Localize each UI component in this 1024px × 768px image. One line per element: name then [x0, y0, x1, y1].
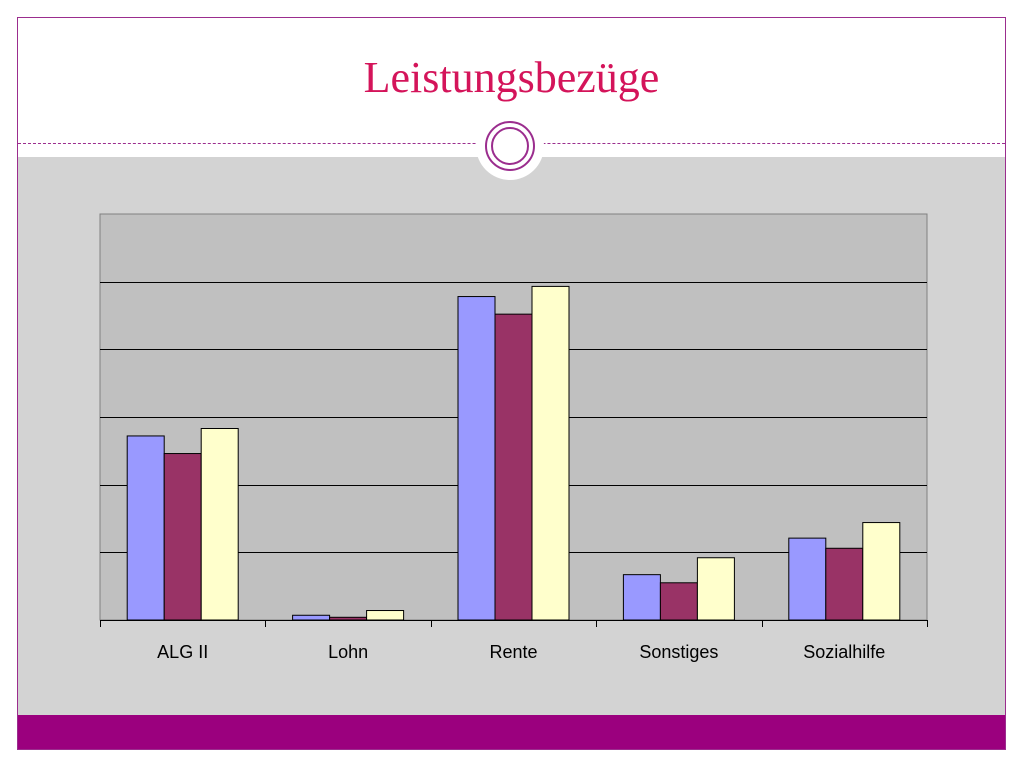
- bar-s1-alg-ii: [163, 453, 202, 621]
- circle-ornament-icon: [485, 121, 535, 171]
- bar-chart: ALG II Lohn Rente Sonstiges Sozialhilfe: [99, 213, 928, 662]
- x-tick-label-sozialhilfe: Sozialhilfe: [803, 642, 885, 662]
- x-tick-label-rente: Rente: [489, 642, 537, 662]
- bar-s1-rente: [494, 313, 533, 621]
- bar-s2-alg-ii: [200, 428, 239, 621]
- bar-s2-lohn: [366, 610, 405, 621]
- bar-s2-sozialhilfe: [862, 522, 901, 621]
- x-tick-label-alg-ii: ALG II: [157, 642, 208, 662]
- content-area: ALG II Lohn Rente Sonstiges Sozialhilfe: [18, 157, 1005, 715]
- bar-s0-lohn: [292, 614, 331, 621]
- slide-title: Leistungsbezüge: [363, 53, 660, 102]
- bar-s1-lohn: [329, 616, 368, 621]
- x-tick-label-sonstiges: Sonstiges: [639, 642, 718, 662]
- bar-s1-sozialhilfe: [825, 547, 864, 621]
- bar-s1-sonstiges: [659, 582, 698, 621]
- bar-s0-alg-ii: [126, 435, 165, 621]
- x-tick-label-lohn: Lohn: [328, 642, 368, 662]
- circle-ornament-inner: [491, 127, 529, 165]
- bar-s0-sonstiges: [622, 574, 661, 621]
- bar-s2-rente: [531, 285, 570, 621]
- slide: Leistungsbezüge ALG II Lohn Rente Sonstiges…: [17, 17, 1006, 750]
- bar-s2-sonstiges: [696, 557, 735, 621]
- bar-s0-rente: [457, 296, 496, 621]
- bar-s0-sozialhilfe: [788, 537, 827, 621]
- footer-bar: [18, 715, 1005, 749]
